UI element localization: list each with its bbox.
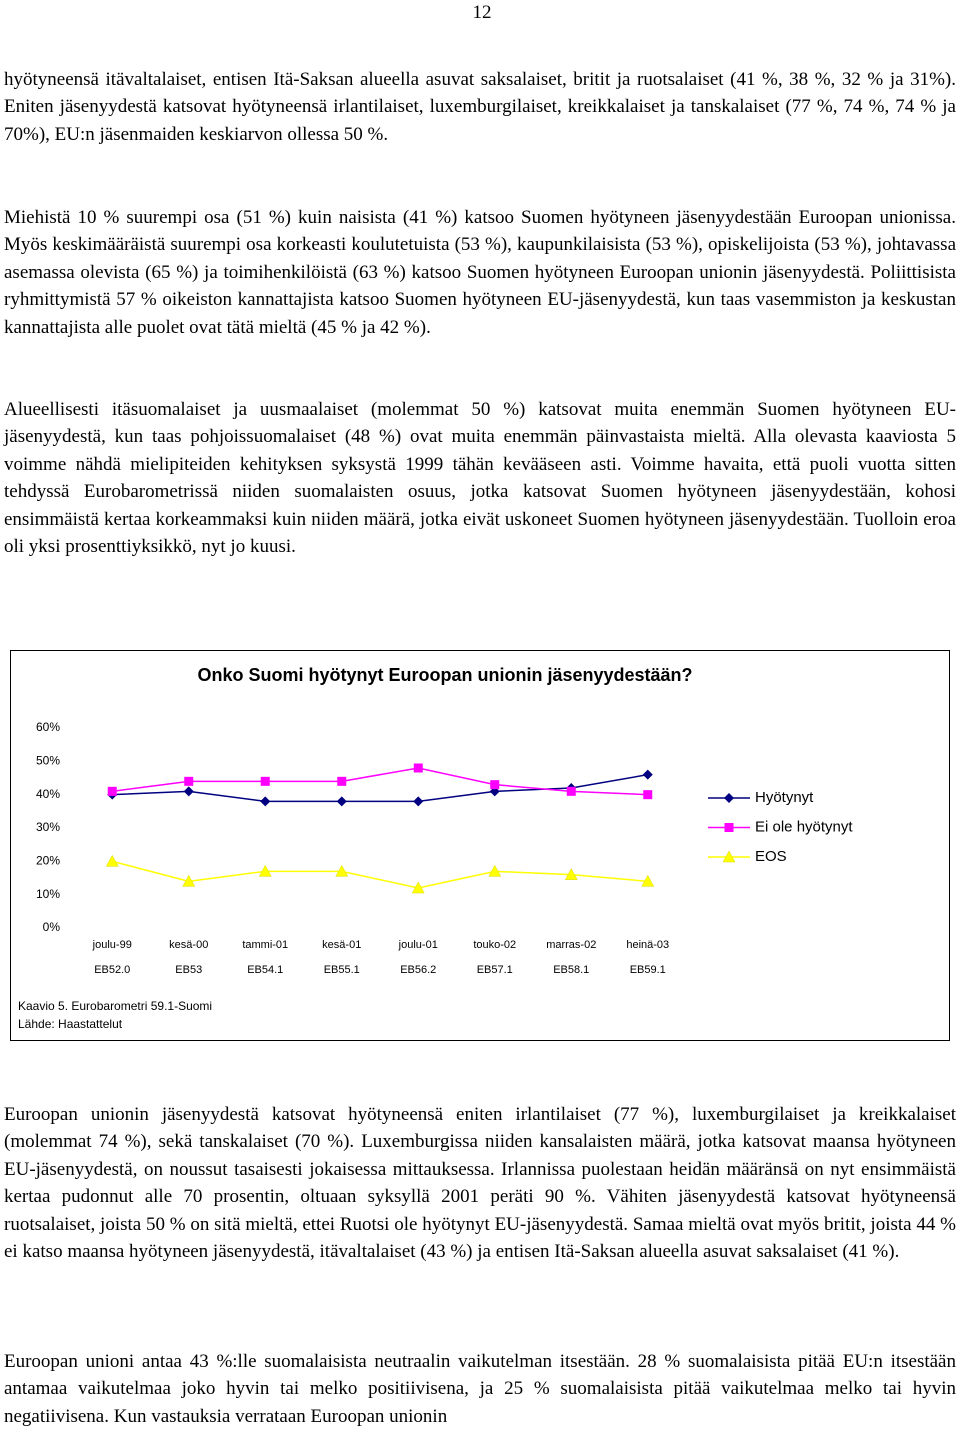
paragraph: Miehistä 10 % suurempi osa (51 %) kuin n…: [4, 207, 956, 338]
data-point: [488, 864, 502, 877]
x-tick-label: EB58.1: [553, 964, 589, 976]
series-line: [112, 767, 648, 796]
data-point: [566, 786, 576, 796]
x-tick-label: EB52.0: [94, 964, 130, 976]
data-point: [258, 864, 272, 877]
x-tick-label: marras-02: [546, 939, 596, 951]
x-tick-label: joulu-99: [92, 939, 132, 951]
legend-marker: [722, 850, 736, 863]
x-tick-label: EB55.1: [324, 964, 360, 976]
data-point: [260, 796, 271, 807]
chart: Onko Suomi hyötynyt Euroopan unionin jäs…: [10, 650, 950, 1041]
data-point: [642, 769, 653, 780]
paragraph: Alueellisesti itäsuomalaiset ja uusmaala…: [4, 399, 956, 558]
y-tick-label: 20%: [36, 854, 60, 868]
legend-label: Hyötynyt: [755, 789, 814, 806]
y-tick-label: 0%: [43, 920, 61, 934]
data-point: [490, 780, 500, 790]
y-tick-label: 30%: [36, 820, 60, 834]
page-number: 12: [472, 2, 492, 23]
data-point: [105, 854, 119, 867]
data-point: [335, 864, 349, 877]
data-point: [411, 881, 425, 894]
x-tick-label: joulu-01: [398, 939, 438, 951]
data-point: [184, 776, 194, 786]
paragraph: Euroopan unionin jäsenyydestä katsovat h…: [4, 1104, 956, 1263]
data-point: [413, 796, 424, 807]
x-tick-label: EB53: [175, 964, 202, 976]
x-tick-label: tammi-01: [242, 939, 288, 951]
x-tick-label: touko-02: [473, 939, 516, 951]
data-point: [413, 763, 423, 773]
x-tick-label: EB56.2: [400, 964, 436, 976]
y-tick-label: 50%: [36, 754, 60, 768]
legend-marker: [724, 823, 734, 832]
data-point: [337, 776, 347, 786]
series-line: [112, 773, 648, 803]
paragraph: hyötyneensä itävaltalaiset, entisen Itä-…: [4, 69, 956, 145]
y-tick-label: 40%: [36, 787, 60, 801]
x-tick-label: EB59.1: [630, 964, 666, 976]
caption: Lähde: Haastattelut: [18, 1017, 123, 1031]
x-tick-label: kesä-00: [169, 939, 208, 951]
x-tick-label: EB57.1: [477, 964, 513, 976]
data-point: [643, 790, 653, 800]
data-point: [183, 786, 194, 797]
data-point: [336, 796, 347, 807]
chart-frame: [10, 650, 950, 1041]
data-point: [489, 786, 500, 797]
y-tick-label: 60%: [36, 720, 60, 734]
y-tick-label: 10%: [36, 887, 60, 901]
paragraph: Euroopan unioni antaa 43 %:lle suomalais…: [4, 1351, 956, 1427]
x-tick-label: heinä-03: [626, 939, 669, 951]
legend-marker: [724, 793, 734, 803]
legend-label: Ei ole hyötynyt: [755, 818, 853, 835]
data-point: [564, 868, 578, 880]
chart-title: Onko Suomi hyötynyt Euroopan unionin jäs…: [197, 665, 692, 685]
caption: Kaavio 5. Eurobarometri 59.1-Suomi: [18, 999, 212, 1013]
data-point: [641, 874, 655, 887]
series-line: [112, 860, 648, 889]
data-point: [260, 776, 270, 786]
data-point: [182, 874, 196, 887]
x-tick-label: kesä-01: [322, 939, 361, 951]
legend-label: EOS: [755, 848, 787, 865]
data-point: [107, 786, 117, 796]
x-tick-label: EB54.1: [247, 964, 283, 976]
